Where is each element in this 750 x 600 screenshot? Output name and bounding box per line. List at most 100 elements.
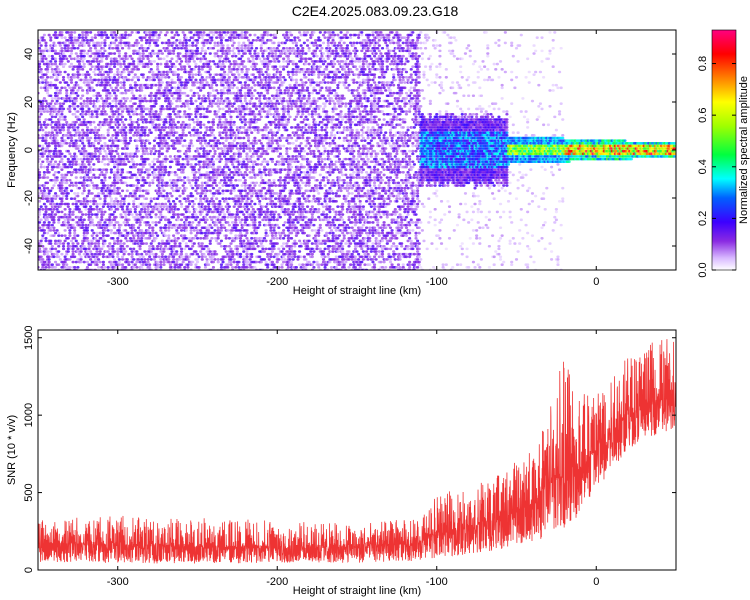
spectrogram-cell <box>124 54 128 58</box>
spectrogram-cell <box>191 102 195 105</box>
spectrogram-cell <box>122 102 126 105</box>
spectrogram-cell <box>151 173 155 177</box>
spectrogram-cell <box>205 244 209 248</box>
spectrogram-cell <box>125 144 129 148</box>
spectrogram-cell <box>74 181 78 185</box>
spectrogram-cell <box>82 200 86 203</box>
spectrogram-cell <box>101 231 105 235</box>
spectrogram-cell <box>171 36 176 39</box>
spectrogram-cell <box>234 266 238 269</box>
spectrogram-cell <box>221 189 225 193</box>
spectrogram-cell <box>45 70 50 74</box>
spectrogram-cell <box>73 107 77 111</box>
spectrogram-cell <box>143 97 147 100</box>
spectrogram-cell <box>183 126 187 129</box>
spectrogram-cell <box>191 52 195 55</box>
spectrogram-cell <box>73 237 77 240</box>
spectrogram-cell <box>41 102 45 105</box>
spectrogram-cell <box>119 155 123 158</box>
spectrogram-cell <box>165 181 169 185</box>
spectrogram-cell <box>55 252 59 256</box>
spectrogram-cell <box>39 242 43 245</box>
spectrogram-cell <box>218 31 222 34</box>
spectrogram-cell <box>175 39 179 42</box>
spectrogram-cell <box>148 75 152 79</box>
spectrogram-cell <box>55 207 59 211</box>
spectrogram-cell <box>95 202 99 206</box>
spectrogram-cell <box>232 91 236 95</box>
spectrogram-cell <box>90 157 94 161</box>
spectrogram-cell <box>183 105 187 108</box>
spectrogram-cell <box>49 163 53 166</box>
spectrogram-cell <box>101 244 105 248</box>
spectrogram-cell <box>82 131 86 135</box>
spectrogram-cell <box>160 160 165 164</box>
spectrogram-cell <box>69 57 74 61</box>
spectrogram-cell <box>183 65 187 69</box>
spectrogram-cell <box>53 62 58 66</box>
spectrogram-cell <box>226 221 230 224</box>
spectrogram-cell <box>89 250 93 253</box>
spectrogram-cell <box>151 165 155 169</box>
spectrogram-cell <box>57 126 61 129</box>
spectrogram-cell <box>149 107 153 111</box>
spectrogram-cell <box>215 176 219 179</box>
spectrogram-cell <box>205 81 209 84</box>
spectrogram-cell <box>219 123 224 127</box>
spectrogram-cell <box>199 126 203 129</box>
spectrogram-cell <box>90 234 94 237</box>
spectrogram-cell <box>157 202 161 206</box>
spectrogram-cell <box>95 115 99 119</box>
spectrogram-cell <box>157 144 161 148</box>
spectrogram-cell <box>184 218 188 222</box>
spectrogram-cell <box>82 147 86 150</box>
spectrogram-cell <box>92 163 96 166</box>
spectrogram-cell <box>53 83 58 87</box>
spectrogram-cell <box>197 68 201 71</box>
spectrogram-cell <box>44 126 48 129</box>
spectrogram-cell <box>132 94 136 98</box>
spectrogram-cell <box>58 73 62 76</box>
spectrogram-cell <box>122 202 126 206</box>
spectrogram-cell <box>141 215 145 219</box>
spectrogram-cell <box>232 197 236 201</box>
spectrogram-cell <box>79 157 83 161</box>
spectrogram-cell <box>101 134 105 137</box>
spectrogram-cell <box>93 128 98 132</box>
spectrogram-cell <box>85 237 90 240</box>
spectrogram-cell <box>157 126 161 129</box>
spectrogram-cell <box>205 171 209 174</box>
spectrogram-cell <box>69 62 74 66</box>
spectrogram-cell <box>103 105 107 108</box>
spectrogram-cell <box>208 110 212 113</box>
spectrogram-cell <box>106 205 110 208</box>
spectrogram-cell <box>140 229 144 232</box>
spectrogram-cell <box>104 120 109 124</box>
spectrogram-cell <box>89 46 93 50</box>
spectrogram-cell <box>69 97 74 100</box>
spectrogram-cell <box>120 205 125 208</box>
spectrogram-cell <box>159 258 163 261</box>
spectrogram-cell <box>119 231 123 235</box>
spectrogram-cell <box>223 226 227 230</box>
spectrogram-cell <box>200 46 204 50</box>
spectrogram-cell <box>42 120 46 124</box>
spectrogram-cell <box>138 223 142 227</box>
spectrogram-cell <box>151 49 155 53</box>
spectrogram-cell <box>211 155 216 158</box>
spectrogram-cell <box>207 263 211 267</box>
spectrogram-cell <box>116 144 120 148</box>
spectrogram-cell <box>148 266 152 269</box>
spectrogram-cell <box>187 221 192 224</box>
spectrogram-cell <box>117 52 121 55</box>
spectrogram-cell <box>119 44 123 47</box>
spectrogram-cell <box>53 128 58 132</box>
spectrogram-cell <box>111 126 115 129</box>
spectrogram-cell <box>154 215 158 219</box>
spectrogram-cell <box>164 33 168 37</box>
spectrogram-cell <box>157 81 161 84</box>
spectrogram-cell <box>68 54 72 58</box>
spectrogram-cell <box>89 258 93 261</box>
spectrogram-cell <box>146 229 150 232</box>
spectrogram-cell <box>213 62 217 66</box>
